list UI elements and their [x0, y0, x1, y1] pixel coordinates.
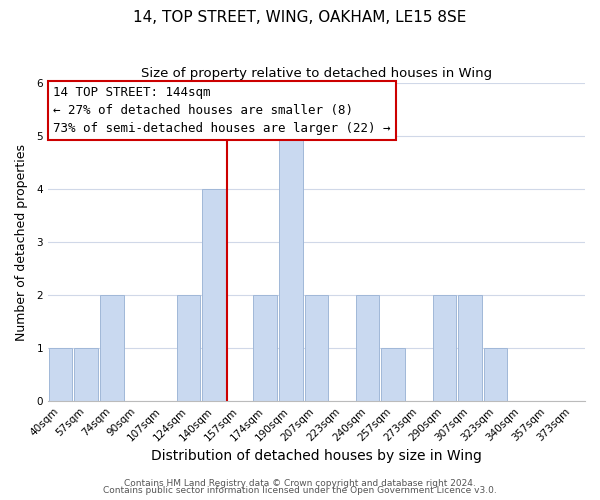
- Text: 14 TOP STREET: 144sqm
← 27% of detached houses are smaller (8)
73% of semi-detac: 14 TOP STREET: 144sqm ← 27% of detached …: [53, 86, 391, 135]
- Bar: [177, 295, 200, 401]
- Text: Contains HM Land Registry data © Crown copyright and database right 2024.: Contains HM Land Registry data © Crown c…: [124, 478, 476, 488]
- Bar: [484, 348, 507, 401]
- Bar: [74, 348, 98, 401]
- Y-axis label: Number of detached properties: Number of detached properties: [15, 144, 28, 340]
- Text: Contains public sector information licensed under the Open Government Licence v3: Contains public sector information licen…: [103, 486, 497, 495]
- Bar: [458, 295, 482, 401]
- Bar: [202, 189, 226, 401]
- Bar: [253, 295, 277, 401]
- X-axis label: Distribution of detached houses by size in Wing: Distribution of detached houses by size …: [151, 448, 482, 462]
- Bar: [100, 295, 124, 401]
- Title: Size of property relative to detached houses in Wing: Size of property relative to detached ho…: [141, 68, 492, 80]
- Bar: [49, 348, 73, 401]
- Text: 14, TOP STREET, WING, OAKHAM, LE15 8SE: 14, TOP STREET, WING, OAKHAM, LE15 8SE: [133, 10, 467, 25]
- Bar: [356, 295, 379, 401]
- Bar: [305, 295, 328, 401]
- Bar: [433, 295, 456, 401]
- Bar: [382, 348, 405, 401]
- Bar: [279, 136, 302, 401]
